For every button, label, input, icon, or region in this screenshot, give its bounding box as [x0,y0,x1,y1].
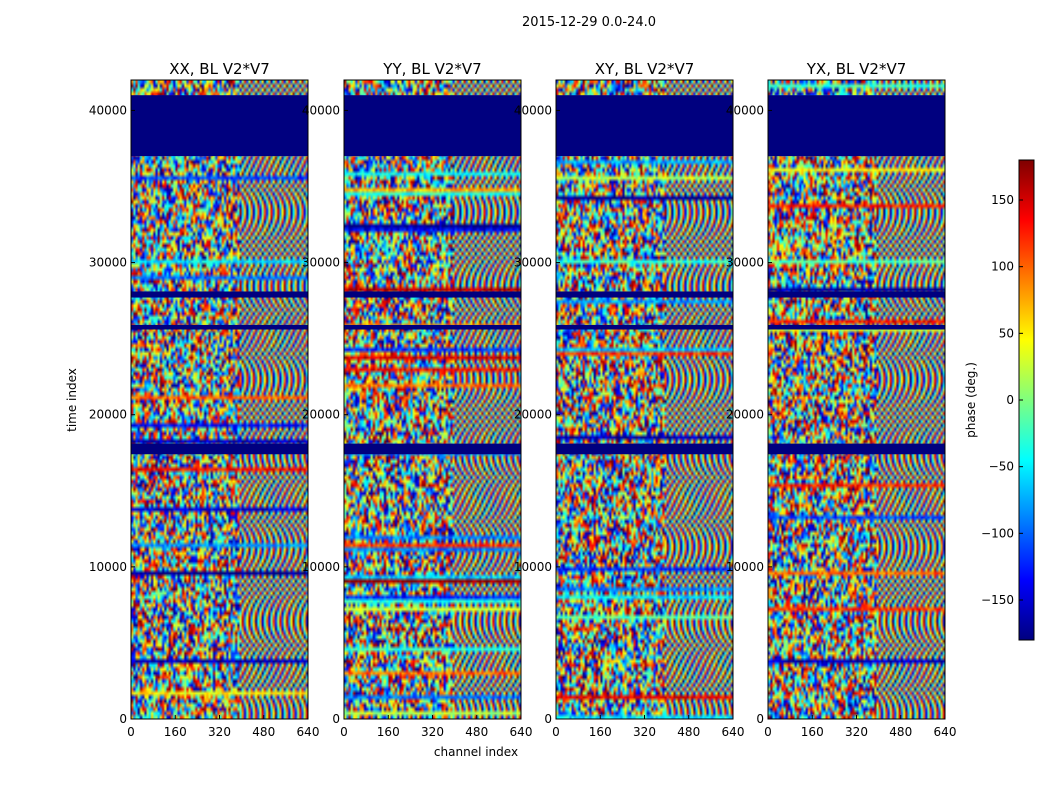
masked-band [556,443,733,455]
y-tick-label: 30000 [514,256,552,270]
panel-title: XX, BL V2*V7 [169,60,270,78]
y-tick-label: 10000 [514,560,552,574]
x-tick-label: 480 [889,725,912,739]
x-tick-label: 320 [421,725,444,739]
colorbar-label: phase (deg.) [964,362,978,438]
y-tick-label: 20000 [726,408,764,422]
y-tick-label: 30000 [726,256,764,270]
x-tick-label: 0 [127,725,135,739]
masked-band [131,324,308,330]
masked-band [556,95,733,157]
heatmap-image [131,80,308,719]
x-tick-label: 0 [340,725,348,739]
y-tick-label: 40000 [89,103,127,117]
y-tick-label: 20000 [302,408,340,422]
y-tick-label: 40000 [726,103,764,117]
y-axis-label: time index [65,368,79,432]
masked-band [344,324,521,330]
x-tick-label: 640 [934,725,957,739]
y-tick-label: 10000 [302,560,340,574]
masked-band [556,324,733,330]
panel-4: YX, BL V2*V7 0 160 320 480 640 0 10000 20000 3000… [726,60,957,739]
panel-title: YY, BL V2*V7 [382,60,481,78]
y-tick-label: 40000 [302,103,340,117]
masked-band [344,443,521,455]
x-tick-label: 320 [845,725,868,739]
colorbar-tick-label: −50 [989,460,1014,474]
y-tick-label: 0 [332,712,340,726]
y-tick-label: 0 [544,712,552,726]
x-tick-label: 640 [297,725,320,739]
panel-3: XY, BL V2*V7 0 160 320 480 640 0 10000 20000 3000… [514,60,745,739]
y-tick-label: 20000 [514,408,552,422]
colorbar-tick-label: −150 [981,593,1014,607]
y-tick-label: 40000 [514,103,552,117]
heatmap-image [768,80,945,719]
y-tick-label: 10000 [89,560,127,574]
x-tick-label: 480 [677,725,700,739]
x-axis-label: channel index [434,745,518,759]
panel-2: YY, BL V2*V7 0 160 320 480 640 0 10000 20000 3000… [302,60,533,739]
heatmap-image [344,80,521,719]
masked-band [131,443,308,455]
x-tick-label: 640 [510,725,533,739]
y-tick-label: 20000 [89,408,127,422]
x-tick-label: 160 [377,725,400,739]
panel-title: YX, BL V2*V7 [806,60,907,78]
figure-title: 2015-12-29 0.0-24.0 [522,15,656,30]
colorbar: −150 −100 −50 0 50 100 150 phase (deg.) [964,159,1035,641]
colorbar-tick-label: 150 [991,193,1014,207]
x-tick-label: 160 [164,725,187,739]
y-tick-label: 10000 [726,560,764,574]
x-tick-label: 160 [589,725,612,739]
colorbar-tick-label: 100 [991,260,1014,274]
masked-band [768,443,945,455]
y-tick-label: 0 [119,712,127,726]
x-tick-label: 640 [722,725,745,739]
panel-1: XX, BL V2*V7 0 160 320 480 640 0 10000 20000 3000… [89,60,320,739]
x-tick-label: 320 [633,725,656,739]
y-tick-label: 30000 [302,256,340,270]
x-tick-label: 320 [208,725,231,739]
panel-title: XY, BL V2*V7 [595,60,695,78]
y-tick-label: 0 [756,712,764,726]
heatmap-image [556,80,733,719]
x-tick-label: 480 [465,725,488,739]
masked-band [344,291,521,298]
y-tick-label: 30000 [89,256,127,270]
colorbar-tick-label: −100 [981,526,1014,540]
masked-band [768,324,945,330]
masked-band [768,95,945,157]
masked-band [344,95,521,157]
x-tick-label: 480 [252,725,275,739]
x-tick-label: 0 [552,725,560,739]
masked-band [556,291,733,298]
x-tick-label: 0 [764,725,772,739]
panels: XX, BL V2*V7 0 160 320 480 640 0 10000 20000 3000… [89,60,957,739]
colorbar-tick-label: 50 [999,326,1014,340]
colorbar-tick-label: 0 [1006,393,1014,407]
x-tick-label: 160 [801,725,824,739]
masked-band [131,291,308,298]
masked-band [131,95,308,157]
masked-band [768,291,945,298]
